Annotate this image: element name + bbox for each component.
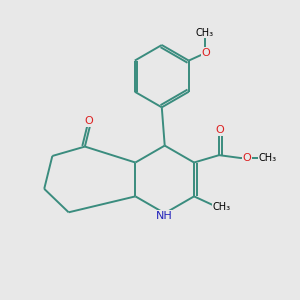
Text: CH₃: CH₃ (196, 28, 214, 38)
Text: O: O (201, 48, 210, 58)
Text: O: O (242, 153, 251, 164)
Text: CH₃: CH₃ (259, 153, 277, 163)
Text: O: O (215, 125, 224, 135)
Text: CH₃: CH₃ (213, 202, 231, 212)
Text: NH: NH (156, 211, 173, 221)
Text: O: O (85, 116, 93, 126)
